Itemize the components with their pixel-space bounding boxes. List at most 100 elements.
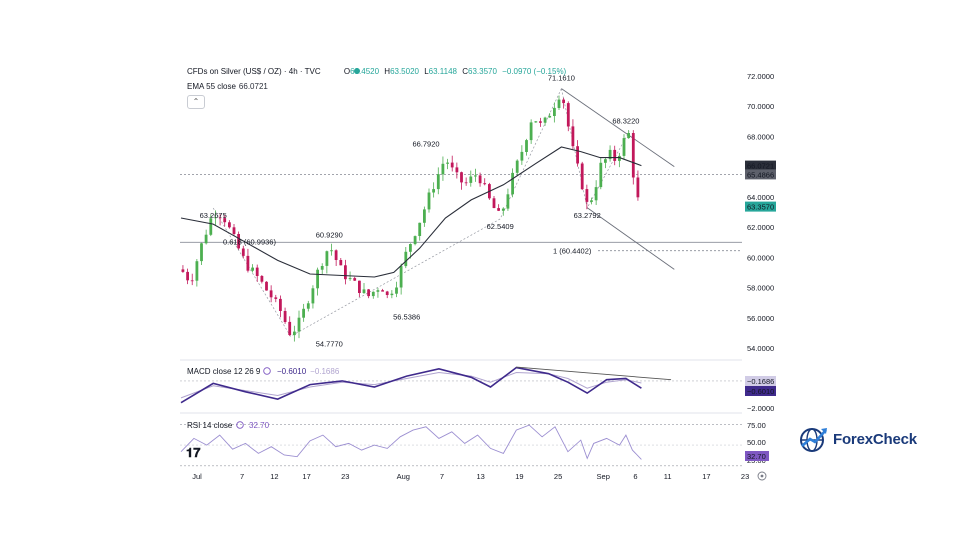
ema-legend: EMA 55 close 66.0721 xyxy=(187,82,268,91)
svg-text:−0.6010−0.1686: −0.6010 −0.1686 xyxy=(277,367,340,376)
svg-text:32.70: 32.70 xyxy=(747,452,766,461)
candle-body xyxy=(320,266,324,270)
candle-body xyxy=(553,107,556,116)
rsi-eye-icon[interactable] xyxy=(236,421,244,429)
candle-body xyxy=(274,297,278,299)
high-value: 63.5020 xyxy=(390,67,419,76)
swing-label: 54.7770 xyxy=(316,339,343,348)
candle-body xyxy=(525,140,528,152)
candle-body xyxy=(511,172,514,195)
swing-label: 66.7920 xyxy=(412,140,439,149)
settings-icon[interactable] xyxy=(757,471,767,481)
logo-text: ForexCheck xyxy=(833,430,917,448)
candle-body xyxy=(209,218,213,235)
candle-body xyxy=(566,103,570,127)
swing-label: 63.2792 xyxy=(574,211,601,220)
candle-body xyxy=(594,187,598,201)
candle-body xyxy=(497,208,500,211)
candle-body xyxy=(618,155,621,161)
time-tick: 6 xyxy=(633,472,637,481)
macd-eye-icon[interactable] xyxy=(263,367,271,375)
signal-tag: −0.1686 xyxy=(745,376,776,386)
candle-body xyxy=(195,261,199,281)
globe-arrow-icon xyxy=(800,428,827,452)
candle-body xyxy=(334,250,338,260)
candle-body xyxy=(330,250,333,252)
candle-body xyxy=(218,217,222,219)
candle-body xyxy=(214,217,217,219)
macd-divergence-line xyxy=(516,366,672,381)
candle-body xyxy=(423,209,426,223)
macd-signal-line xyxy=(180,371,642,399)
candle-body xyxy=(506,194,510,209)
candle-body xyxy=(534,121,538,123)
fib-618-label: 0.618 (60.9936) xyxy=(223,237,276,246)
svg-text:63.3570: 63.3570 xyxy=(747,203,774,212)
candle-body xyxy=(283,311,287,322)
candle-body xyxy=(483,183,487,185)
candle-body xyxy=(232,227,236,234)
macd-value: −0.6010 xyxy=(277,367,307,376)
time-axis: Jul 7 12 17 23 Aug 7 13 19 25 Sep 6 11 17 23 xyxy=(192,472,749,481)
candle-body xyxy=(344,265,347,280)
candle-body xyxy=(353,278,357,281)
time-tick: 12 xyxy=(270,472,278,481)
macd-axis-tick: −2.0000 xyxy=(747,404,774,413)
candle-body xyxy=(297,317,301,332)
macd-line xyxy=(180,366,642,404)
candle-body xyxy=(204,234,208,244)
ema-price-tag: 66.0721 xyxy=(745,160,776,171)
candle-body xyxy=(460,172,463,183)
channel-upper-line xyxy=(561,88,675,168)
candle-body xyxy=(441,163,445,175)
candle-body xyxy=(585,189,589,202)
candle-body xyxy=(529,122,533,141)
ohlc-header: CFDs on Silver (US$ / OZ) · 4h · TVC O63… xyxy=(187,67,567,76)
candle-body xyxy=(302,308,305,318)
swing-label: 56.5386 xyxy=(393,313,420,322)
candle-body xyxy=(395,287,398,294)
candle-body xyxy=(362,289,366,293)
candle-body xyxy=(474,175,477,177)
time-tick: Aug xyxy=(397,472,410,481)
time-tick: 25 xyxy=(554,472,562,481)
last-price-tag: 63.3570 xyxy=(745,201,776,212)
candle-body xyxy=(381,290,384,292)
fib-1-label: 1 (60.4402) xyxy=(553,247,592,256)
candle-body xyxy=(539,121,542,123)
open-value: 63.4520 xyxy=(350,67,379,76)
candle-body xyxy=(576,146,579,164)
ema-line xyxy=(180,146,642,278)
candle-body xyxy=(316,269,319,289)
trend-drawings xyxy=(212,88,675,337)
svg-text:−0.1686: −0.1686 xyxy=(747,377,774,386)
candle-body xyxy=(562,99,565,104)
candle-body xyxy=(237,234,240,249)
candle-body xyxy=(246,255,250,271)
close-value: 63.3570 xyxy=(468,67,497,76)
candle-body xyxy=(478,175,482,184)
time-tick: Sep xyxy=(597,472,610,481)
candle-body xyxy=(450,162,454,168)
candle-body xyxy=(390,293,394,296)
rsi-line xyxy=(180,424,642,460)
price-tick: 72.0000 xyxy=(747,72,774,81)
candle-body xyxy=(190,280,194,282)
collapse-legend-button[interactable]: ⌃ xyxy=(187,95,205,109)
price-tick: 54.0000 xyxy=(747,344,774,353)
candle-body xyxy=(325,251,329,266)
market-status-dot xyxy=(354,68,360,74)
candle-body xyxy=(622,138,626,156)
candle-body xyxy=(464,182,468,184)
candle-body xyxy=(436,174,440,190)
candle-body xyxy=(446,162,449,164)
time-tick: 13 xyxy=(477,472,485,481)
candle-body xyxy=(636,177,640,198)
price-axis: 72.000070.000068.000066.000064.000062.00… xyxy=(747,72,774,353)
candle-body xyxy=(580,163,584,190)
price-tick: 60.0000 xyxy=(747,253,774,262)
candle-body xyxy=(186,271,189,281)
time-tick: 11 xyxy=(664,472,672,481)
rsi-axis-50: 50.00 xyxy=(747,438,766,447)
